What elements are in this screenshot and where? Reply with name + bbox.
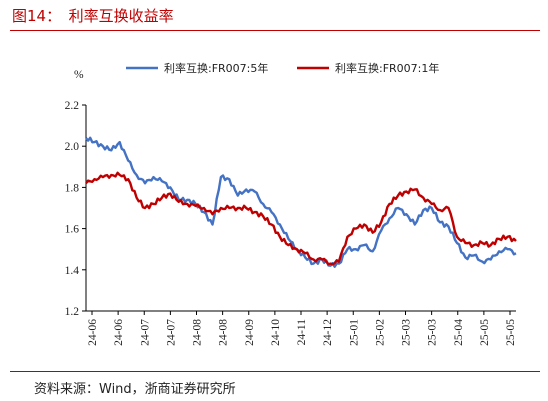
- y-tick-label: 1.8: [65, 182, 80, 194]
- x-tick-label: 25-05: [505, 319, 517, 346]
- x-tick-label: 25-03: [427, 319, 439, 346]
- y-unit-label: %: [74, 69, 84, 81]
- source-note: 资料来源：Wind，浙商证券研究所: [34, 382, 236, 397]
- y-tick-label: 1.6: [65, 224, 80, 236]
- y-axis: 1.2 1.4 1.6 1.8 2.0 2.2: [65, 100, 87, 318]
- y-tick-label: 1.2: [65, 306, 80, 318]
- series-lines: [85, 136, 517, 268]
- title-rule: [10, 30, 540, 31]
- chart-legend: 利率互换:FR007:5年 利率互换:FR007:1年: [126, 61, 439, 75]
- x-tick-label: 25-01: [348, 319, 360, 346]
- x-tick-label: 24-09: [244, 319, 256, 346]
- x-tick-label: 24-12: [322, 319, 334, 346]
- x-tick-label: 24-06: [87, 319, 99, 346]
- x-tick-label: 24-10: [270, 319, 282, 346]
- figure-title: 图14： 利率互换收益率: [12, 7, 174, 25]
- x-tick-label: 24-07: [139, 319, 151, 346]
- series-5y-line: [85, 136, 517, 268]
- x-tick-label: 25-05: [479, 319, 491, 346]
- x-tick-label: 24-08: [192, 319, 204, 346]
- x-tick-label: 25-03: [401, 319, 413, 346]
- x-axis: 24-06 24-06 24-07 24-07 24-08 24-08 24-09 24-10…: [86, 310, 517, 346]
- x-tick-label: 24-08: [218, 319, 230, 346]
- x-tick-label: 25-02: [374, 319, 386, 346]
- x-tick-label: 24-11: [296, 319, 308, 346]
- line-chart: 利率互换:FR007:5年 利率互换:FR007:1年 % 1.21.41.61.…: [65, 61, 517, 346]
- legend-label-5y: 利率互换:FR007:5年: [164, 61, 268, 75]
- series-1y-line: [85, 171, 517, 266]
- legend-label-1y: 利率互换:FR007:1年: [335, 61, 439, 75]
- y-tick-label: 2.0: [65, 141, 80, 153]
- x-tick-label: 25-04: [453, 319, 465, 346]
- y-tick-label: 1.4: [65, 265, 80, 277]
- x-tick-label: 24-07: [165, 319, 177, 346]
- y-tick-label: 2.2: [65, 100, 80, 112]
- x-tick-label: 24-06: [113, 319, 125, 346]
- source-rule: [10, 371, 540, 372]
